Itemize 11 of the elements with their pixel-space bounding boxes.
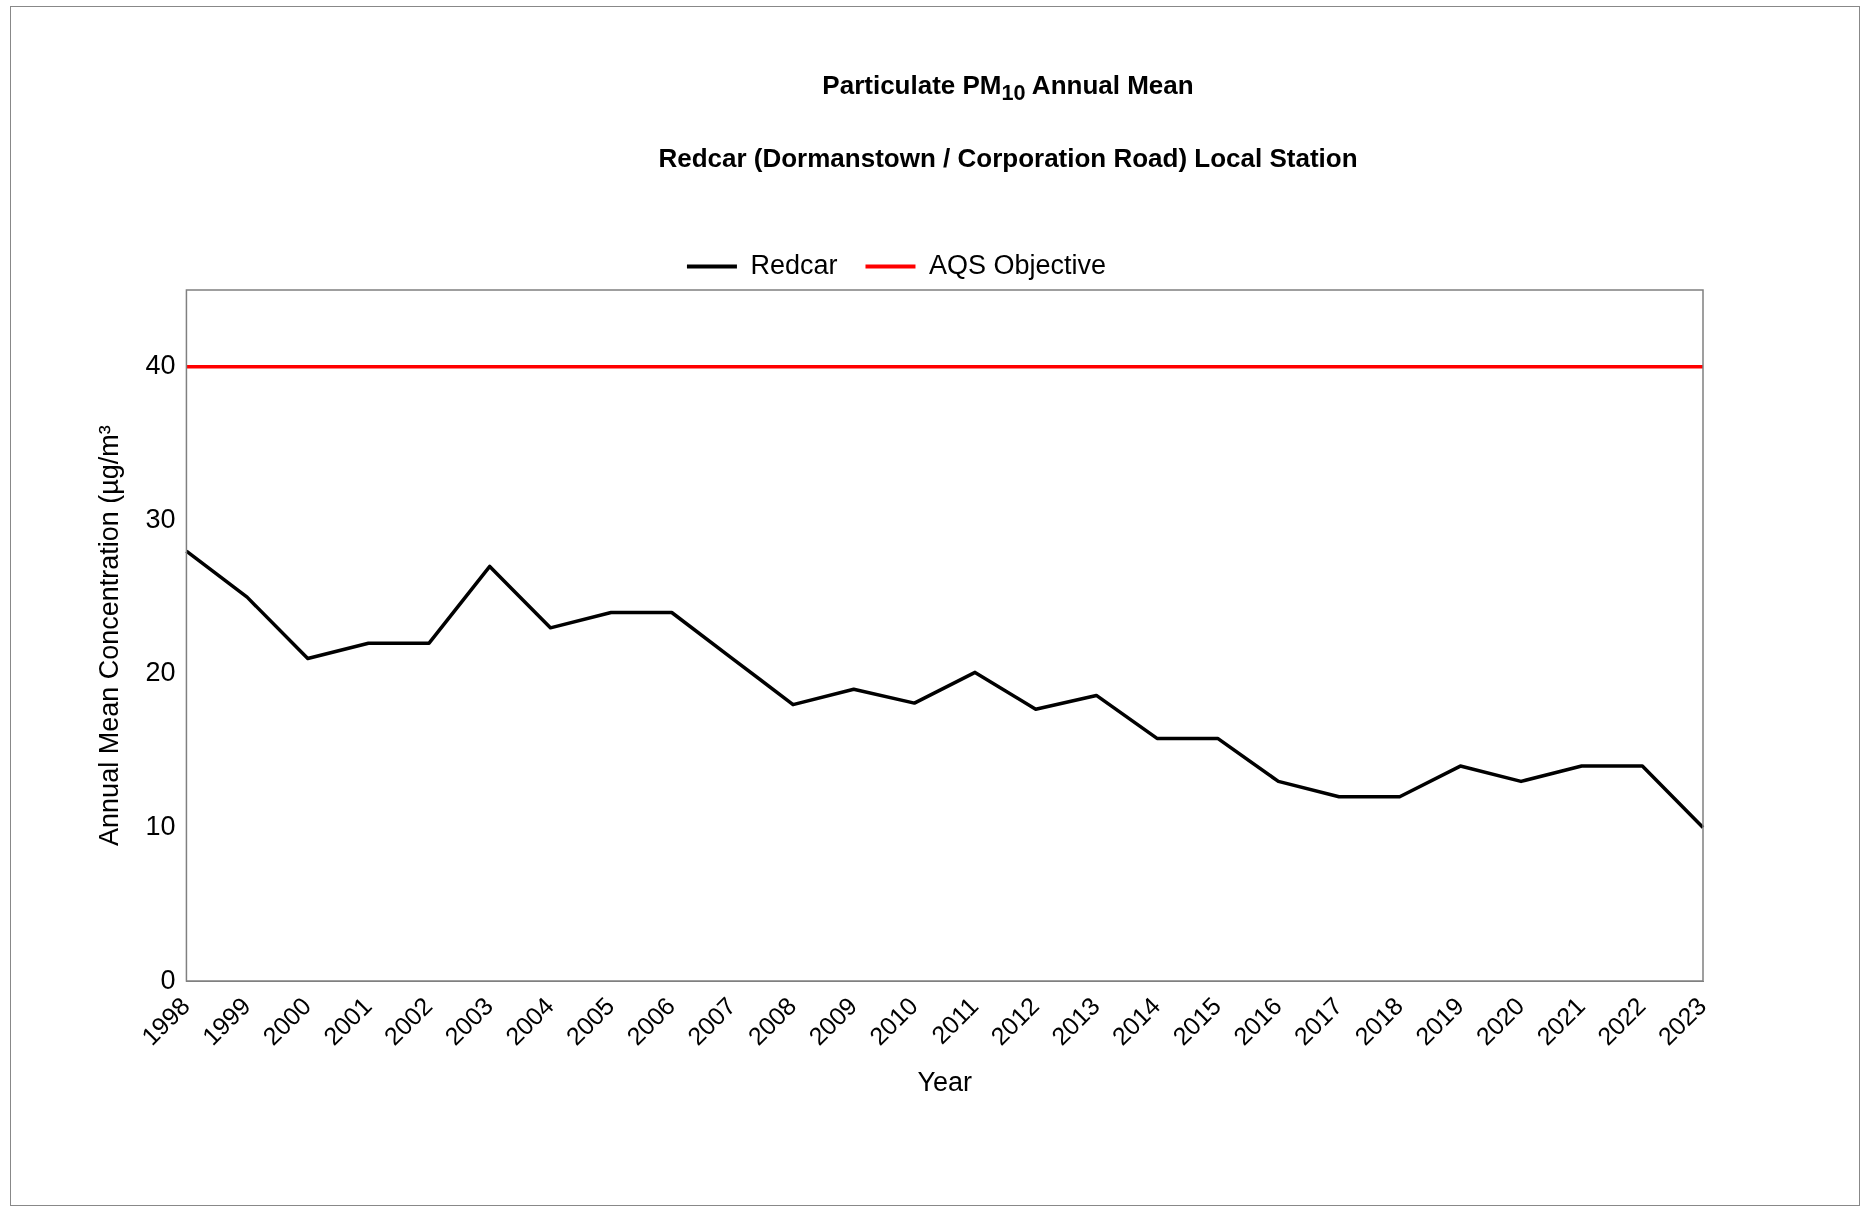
chart-subtitle: Redcar (Dormanstown / Corporation Road) Local Station xyxy=(657,143,1359,174)
y-tick-label: 40 xyxy=(145,350,176,381)
y-axis-title: Annual Mean Concentration (µg/m³ xyxy=(93,425,124,846)
y-tick-label: 0 xyxy=(160,964,176,995)
y-tick-label: 20 xyxy=(145,657,176,688)
legend-label: AQS Objective xyxy=(928,249,1107,280)
x-axis-title: Year xyxy=(917,1067,972,1098)
chart-title: Particulate PM$_{10}$ Annual Mean xyxy=(821,70,1195,107)
legend-label: Redcar xyxy=(750,249,838,280)
y-tick-label: 10 xyxy=(145,810,176,841)
y-tick-label: 30 xyxy=(145,503,176,534)
